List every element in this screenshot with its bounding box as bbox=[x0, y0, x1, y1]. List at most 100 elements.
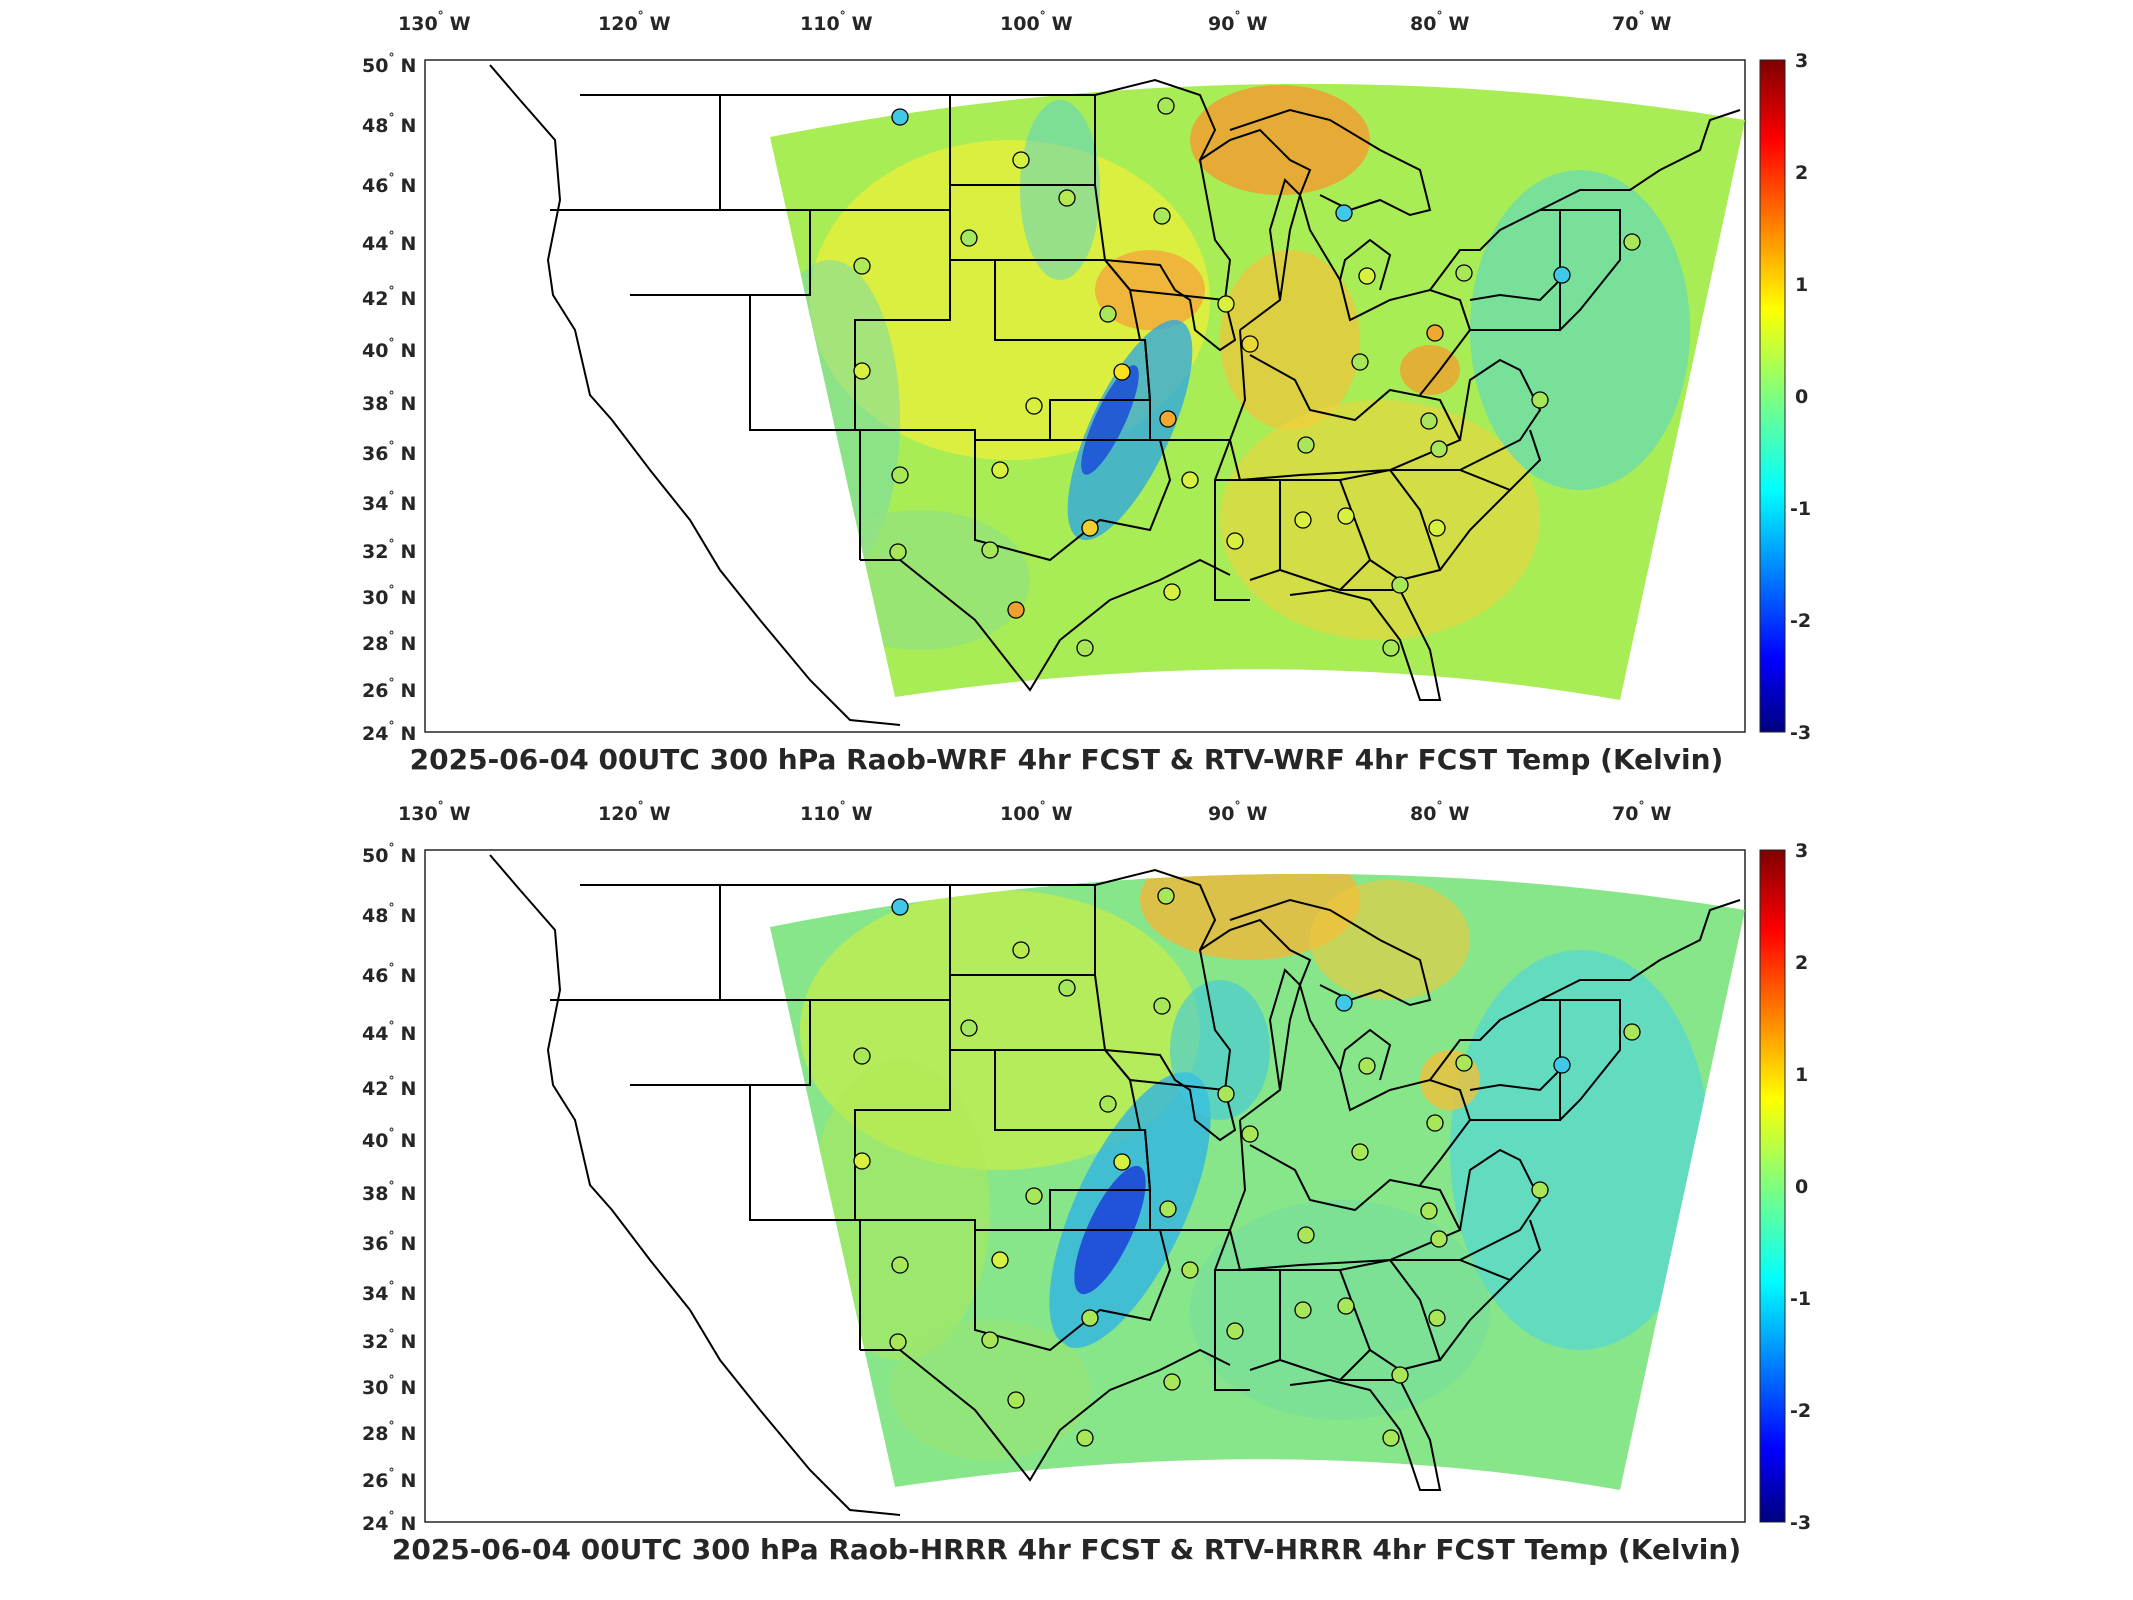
station-marker[interactable] bbox=[1382, 639, 1400, 657]
lat-label: 30 bbox=[362, 587, 388, 609]
station-marker[interactable] bbox=[1159, 1200, 1177, 1218]
station-marker[interactable] bbox=[889, 1333, 907, 1351]
colorbar bbox=[1759, 59, 1786, 733]
station-marker[interactable] bbox=[1335, 994, 1353, 1012]
station-marker[interactable] bbox=[1241, 335, 1259, 353]
station-marker[interactable] bbox=[1391, 1366, 1409, 1384]
station-marker[interactable] bbox=[1335, 204, 1353, 222]
station-marker[interactable] bbox=[1226, 1322, 1244, 1340]
station-marker[interactable] bbox=[1076, 639, 1094, 657]
station-marker[interactable] bbox=[1181, 471, 1199, 489]
station-marker[interactable] bbox=[1012, 941, 1030, 959]
svg-text:120°W: 120° W bbox=[598, 799, 671, 825]
station-marker[interactable] bbox=[1351, 353, 1369, 371]
station-marker[interactable] bbox=[1337, 1297, 1355, 1315]
station-marker[interactable] bbox=[991, 1251, 1009, 1269]
station-marker[interactable] bbox=[853, 362, 871, 380]
station-marker[interactable] bbox=[1241, 1125, 1259, 1143]
station-marker[interactable] bbox=[1297, 436, 1315, 454]
svg-text:90°W: 90° W bbox=[1208, 9, 1267, 35]
station-marker[interactable] bbox=[1217, 1085, 1235, 1103]
station-marker[interactable] bbox=[981, 1331, 999, 1349]
station-marker[interactable] bbox=[1081, 519, 1099, 537]
station-marker[interactable] bbox=[1099, 305, 1117, 323]
station-marker[interactable] bbox=[1076, 1429, 1094, 1447]
station-marker[interactable] bbox=[1007, 601, 1025, 619]
station-marker[interactable] bbox=[1181, 1261, 1199, 1279]
station-marker[interactable] bbox=[1553, 1056, 1571, 1074]
station-marker[interactable] bbox=[1430, 440, 1448, 458]
station-marker[interactable] bbox=[1297, 1226, 1315, 1244]
station-marker[interactable] bbox=[1531, 1181, 1549, 1199]
lon-label: 80 bbox=[1410, 13, 1436, 35]
station-marker[interactable] bbox=[1058, 979, 1076, 997]
station-marker[interactable] bbox=[891, 1256, 909, 1274]
station-marker[interactable] bbox=[1025, 397, 1043, 415]
lon-label: 130 bbox=[398, 13, 438, 35]
lat-label: 26 bbox=[362, 680, 388, 702]
station-marker[interactable] bbox=[981, 541, 999, 559]
longitude-labels: 130° W 120° W 110° W 100° W 90° W 80° W 70° W bbox=[398, 9, 1671, 35]
station-marker[interactable] bbox=[853, 1047, 871, 1065]
station-marker[interactable] bbox=[889, 543, 907, 561]
station-marker[interactable] bbox=[1157, 97, 1175, 115]
station-marker[interactable] bbox=[1163, 583, 1181, 601]
station-marker[interactable] bbox=[1153, 207, 1171, 225]
lon-label: 130 bbox=[398, 803, 438, 825]
station-marker[interactable] bbox=[1157, 887, 1175, 905]
lat-label: 42 bbox=[362, 1078, 388, 1100]
station-marker[interactable] bbox=[891, 466, 909, 484]
station-marker[interactable] bbox=[1294, 511, 1312, 529]
lat-label: 24 bbox=[362, 1513, 388, 1535]
station-marker[interactable] bbox=[1553, 266, 1571, 284]
station-marker[interactable] bbox=[1113, 363, 1131, 381]
lon-label: 80 bbox=[1410, 803, 1436, 825]
station-marker[interactable] bbox=[1391, 576, 1409, 594]
station-marker[interactable] bbox=[1058, 189, 1076, 207]
station-marker[interactable] bbox=[1428, 1309, 1446, 1327]
station-marker[interactable] bbox=[1428, 519, 1446, 537]
station-marker[interactable] bbox=[1163, 1373, 1181, 1391]
station-marker[interactable] bbox=[891, 898, 909, 916]
station-marker[interactable] bbox=[1426, 324, 1444, 342]
svg-text:40°N: 40° N bbox=[362, 336, 416, 362]
station-marker[interactable] bbox=[1430, 1230, 1448, 1248]
station-marker[interactable] bbox=[1099, 1095, 1117, 1113]
station-marker[interactable] bbox=[1531, 391, 1549, 409]
station-marker[interactable] bbox=[1217, 295, 1235, 313]
station-marker[interactable] bbox=[1420, 412, 1438, 430]
colorbar-tick: 2 bbox=[1795, 952, 1808, 974]
station-marker[interactable] bbox=[1294, 1301, 1312, 1319]
svg-text:24°N: 24° N bbox=[362, 1509, 416, 1535]
station-marker[interactable] bbox=[853, 1152, 871, 1170]
station-marker[interactable] bbox=[1420, 1202, 1438, 1220]
station-marker[interactable] bbox=[1382, 1429, 1400, 1447]
station-marker[interactable] bbox=[991, 461, 1009, 479]
station-marker[interactable] bbox=[1012, 151, 1030, 169]
station-marker[interactable] bbox=[960, 1019, 978, 1037]
station-marker[interactable] bbox=[1351, 1143, 1369, 1161]
station-marker[interactable] bbox=[1358, 1057, 1376, 1075]
station-marker[interactable] bbox=[1455, 1054, 1473, 1072]
station-marker[interactable] bbox=[891, 108, 909, 126]
station-marker[interactable] bbox=[1358, 267, 1376, 285]
lon-label: 70 bbox=[1612, 803, 1638, 825]
station-marker[interactable] bbox=[1153, 997, 1171, 1015]
svg-text:40°N: 40° N bbox=[362, 1126, 416, 1152]
station-marker[interactable] bbox=[1337, 507, 1355, 525]
station-marker[interactable] bbox=[1159, 410, 1177, 428]
station-marker[interactable] bbox=[960, 229, 978, 247]
colorbar-tick: -2 bbox=[1790, 610, 1811, 632]
station-marker[interactable] bbox=[1007, 1391, 1025, 1409]
station-marker[interactable] bbox=[1226, 532, 1244, 550]
state-borders bbox=[489, 64, 1741, 726]
station-marker[interactable] bbox=[1081, 1309, 1099, 1327]
station-marker[interactable] bbox=[1025, 1187, 1043, 1205]
station-marker[interactable] bbox=[1455, 264, 1473, 282]
station-marker[interactable] bbox=[1113, 1153, 1131, 1171]
station-marker[interactable] bbox=[1623, 1023, 1641, 1041]
station-marker[interactable] bbox=[853, 257, 871, 275]
station-marker[interactable] bbox=[1623, 233, 1641, 251]
colorbar bbox=[1759, 849, 1786, 1523]
station-marker[interactable] bbox=[1426, 1114, 1444, 1132]
